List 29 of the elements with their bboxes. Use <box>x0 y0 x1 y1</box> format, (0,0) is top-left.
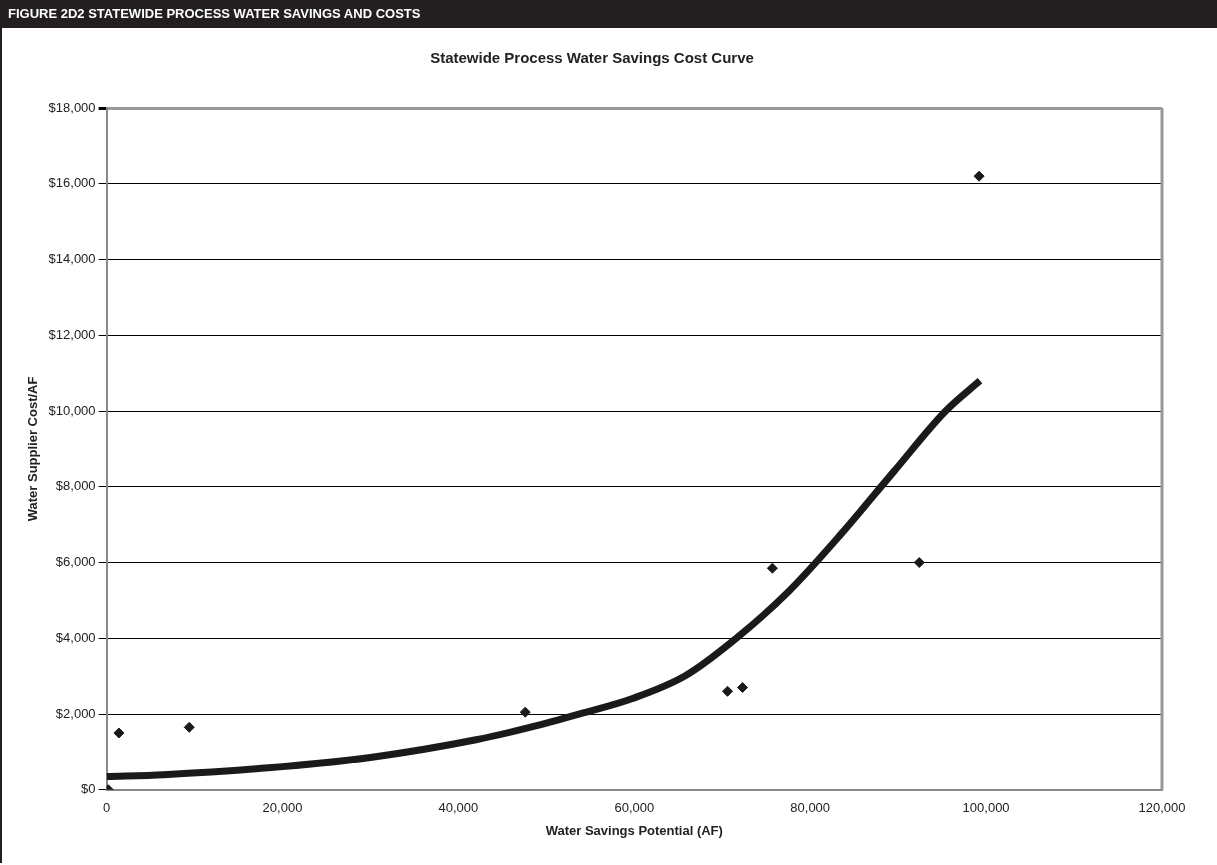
point <box>519 706 531 718</box>
x-tick-label: 60,000 <box>614 800 655 816</box>
point <box>973 170 985 182</box>
y-tick-label: $4,000 <box>55 629 96 645</box>
x-tick-label: 80,000 <box>790 800 831 816</box>
x-axis-title: Water Savings Potential (AF) <box>545 822 723 838</box>
y-tick-label: $14,000 <box>48 251 96 267</box>
y-tick-label: $0 <box>81 781 96 797</box>
point <box>913 557 925 569</box>
x-tick-label: 0 <box>102 800 111 816</box>
point <box>766 562 778 574</box>
point <box>736 682 748 694</box>
x-tick-label: 40,000 <box>438 800 479 816</box>
y-axis-title: Water Supplier Cost/AF <box>25 376 41 522</box>
x-tick-label: 100,000 <box>962 800 1010 816</box>
point <box>722 685 734 697</box>
y-tick-label: $18,000 <box>48 99 96 115</box>
point <box>183 721 195 733</box>
y-tick-label: $6,000 <box>55 554 96 570</box>
y-tick-label: $16,000 <box>48 175 96 191</box>
x-tick-label: 20,000 <box>262 800 303 816</box>
point <box>113 727 125 739</box>
x-tick-label: 120,000 <box>1138 800 1186 816</box>
chart-title: FIGURE 2D2 STATEWIDE PROCESS WATER SAVINGS AND COSTS <box>0 0 1217 28</box>
y-tick-label: $10,000 <box>48 402 96 418</box>
chart-subtitle: Statewide Process Water Savings Cost Curve <box>430 49 754 67</box>
y-tick-label: $2,000 <box>55 705 96 721</box>
y-tick-label: $12,000 <box>48 326 96 342</box>
y-tick-label: $8,000 <box>55 478 96 494</box>
